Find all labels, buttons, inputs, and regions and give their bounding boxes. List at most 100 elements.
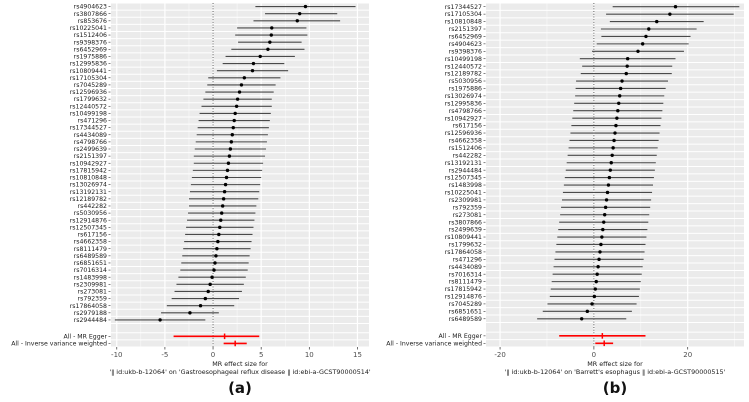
snp-label: rs9398376 (74, 39, 107, 46)
forest-row (562, 190, 653, 195)
point-estimate (297, 11, 302, 16)
forest-row (198, 118, 270, 123)
snp-label: rs471296 (78, 118, 107, 125)
x-axis-label-line1: MR effect size for (587, 360, 643, 368)
forest-row (606, 12, 734, 16)
forest-row (195, 140, 267, 144)
summary-label: All - Inverse variance weighted (386, 340, 482, 347)
forest-row (563, 183, 653, 187)
point-estimate (608, 168, 613, 172)
snp-label: rs4662358 (74, 239, 107, 246)
snp-label: rs1975886 (449, 86, 482, 93)
point-estimate (214, 254, 218, 258)
snp-label: rs1512406 (449, 145, 482, 152)
forest-row (205, 90, 274, 94)
snp-label: rs6489589 (449, 316, 482, 323)
point-estimate (599, 242, 603, 247)
point-estimate (640, 42, 645, 46)
snp-label: rs3807866 (74, 11, 107, 18)
point-estimate (616, 109, 620, 113)
point-estimate (268, 40, 272, 44)
snp-label: rs7045289 (74, 82, 107, 89)
forest-row (570, 131, 660, 135)
x-tick-label: 20 (683, 351, 692, 359)
point-estimate (198, 303, 203, 308)
forest-row (174, 289, 242, 294)
forest-row (178, 275, 246, 279)
point-estimate (595, 272, 599, 276)
forest-row (568, 146, 658, 150)
forest-row (183, 247, 251, 251)
forest-row (184, 239, 252, 244)
snp-label: rs2944484 (74, 317, 107, 324)
forest-row (559, 220, 649, 224)
forest-row (194, 147, 266, 151)
snp-label: rs10942927 (70, 160, 107, 167)
forest-row (551, 279, 641, 284)
forest-row (566, 161, 656, 165)
snp-label: rs17105304 (445, 11, 482, 18)
point-estimate (218, 225, 222, 230)
point-estimate (270, 26, 274, 30)
forest-row (186, 225, 254, 230)
x-tick-label: 0 (592, 351, 596, 359)
forest-row (188, 197, 259, 201)
summary-label: All - MR Egger (63, 333, 107, 340)
point-estimate (594, 279, 598, 284)
snp-label: rs442282 (78, 203, 107, 210)
forest-row (601, 34, 691, 39)
snp-label: rs442282 (453, 152, 482, 159)
point-estimate (603, 205, 608, 210)
point-estimate (210, 275, 214, 279)
forest-row (189, 190, 260, 194)
snp-label: rs4434089 (449, 264, 482, 271)
snp-label: rs2309981 (449, 197, 482, 204)
forest-row (188, 211, 256, 215)
point-estimate (227, 154, 232, 158)
snp-label: rs10809441 (445, 234, 482, 241)
snp-label: rs12440572 (445, 63, 482, 70)
snp-label: rs4904623 (449, 41, 482, 48)
snp-label: rs12507345 (70, 224, 107, 231)
snp-label: rs8111479 (449, 279, 482, 286)
forest-row (222, 61, 285, 66)
forest-row (571, 123, 661, 128)
snp-label: rs12189782 (70, 196, 107, 203)
snp-label: rs10499198 (445, 56, 482, 63)
forest-row (190, 182, 261, 187)
forest-row (253, 19, 341, 23)
forest-row (557, 235, 647, 239)
snp-label: rs3807866 (449, 219, 482, 226)
point-estimate (625, 64, 629, 68)
snp-label: rs17864058 (70, 303, 107, 310)
forest-row (564, 175, 654, 180)
snp-label: rs1799632 (449, 242, 482, 249)
forest-row (555, 250, 645, 254)
point-estimate (229, 140, 234, 144)
forest-plot-b: rs17344527rs17105304rs10810848rs2151397r… (386, 2, 744, 376)
forest-row (207, 83, 276, 87)
snp-label: rs13026974 (445, 93, 482, 100)
point-estimate (258, 54, 262, 59)
snp-label: rs10810848 (70, 175, 107, 182)
point-estimate (615, 116, 619, 120)
snp-label: rs617156 (453, 123, 482, 130)
point-estimate (611, 146, 615, 150)
point-estimate (250, 68, 255, 73)
forest-row (560, 213, 650, 217)
point-estimate (239, 83, 244, 87)
summary-row (595, 340, 614, 347)
snp-label: rs4904623 (74, 4, 107, 11)
snp-label: rs6489589 (74, 253, 107, 260)
snp-label: rs12596936 (445, 130, 482, 137)
snp-label: rs1483998 (449, 182, 482, 189)
snp-label: rs273081 (453, 212, 482, 219)
forest-row (185, 232, 253, 237)
point-estimate (223, 182, 228, 187)
snp-label: rs2309981 (74, 281, 107, 288)
snp-label: rs6452969 (74, 46, 107, 53)
forest-row (575, 86, 666, 91)
point-estimate (233, 111, 237, 116)
point-estimate (617, 101, 621, 106)
